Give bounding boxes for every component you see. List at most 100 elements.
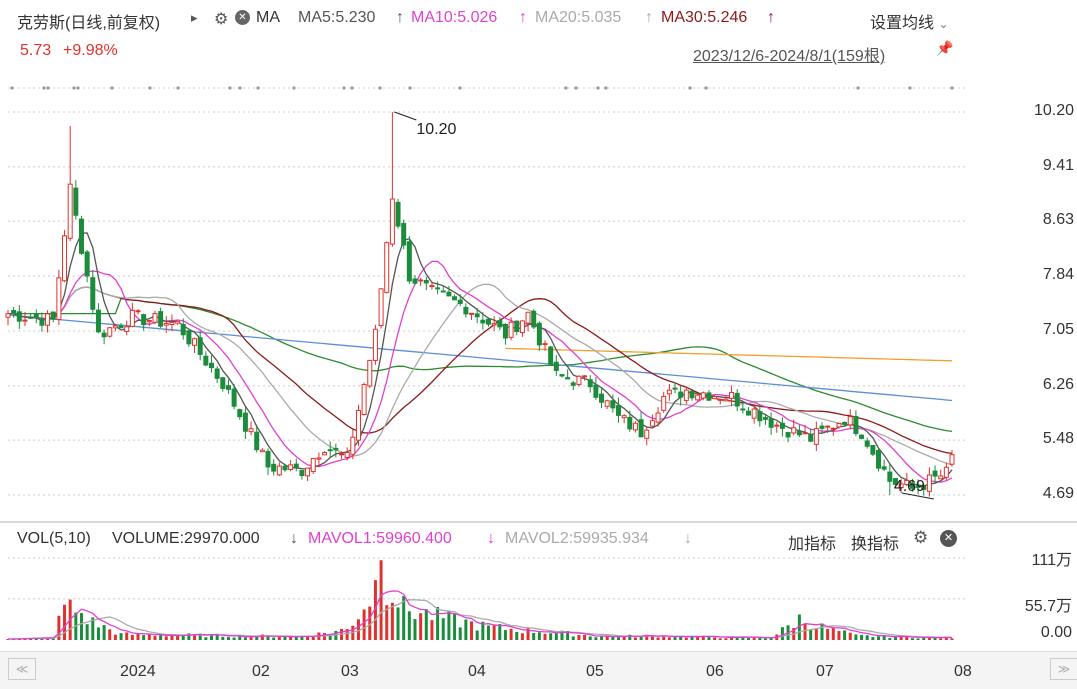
switch-indicator-button[interactable]: 换指标 — [851, 536, 900, 553]
candle[interactable] — [39, 318, 45, 326]
volume-bar[interactable] — [96, 627, 100, 640]
candle[interactable] — [751, 408, 757, 419]
event-marker[interactable] — [342, 86, 346, 90]
volume-bar[interactable] — [492, 625, 496, 640]
gear-icon[interactable]: ⚙ — [214, 11, 229, 28]
volume-bar[interactable] — [413, 619, 417, 640]
volume-bar[interactable] — [588, 636, 592, 640]
candle[interactable] — [463, 306, 469, 315]
candle[interactable] — [757, 411, 763, 422]
volume-bar[interactable] — [356, 619, 360, 640]
candle[interactable] — [310, 458, 316, 472]
volume-bar[interactable] — [780, 627, 784, 640]
volume-bar[interactable] — [933, 637, 937, 640]
candle[interactable] — [237, 409, 243, 418]
date-range-link[interactable]: 2023/12/6-2024/8/1(159根) — [693, 48, 886, 65]
candle[interactable] — [180, 323, 186, 336]
candle[interactable] — [282, 465, 288, 471]
event-marker[interactable] — [42, 86, 46, 90]
candle[interactable] — [536, 322, 542, 346]
volume-bar[interactable] — [164, 636, 168, 640]
candle[interactable] — [429, 285, 435, 288]
candle[interactable] — [898, 483, 904, 489]
event-marker[interactable] — [228, 86, 232, 90]
event-marker[interactable] — [408, 86, 412, 90]
event-marker[interactable] — [110, 86, 114, 90]
volume-bar[interactable] — [289, 636, 293, 640]
event-marker[interactable] — [596, 86, 600, 90]
candle[interactable] — [700, 392, 706, 399]
candle[interactable] — [322, 452, 328, 456]
candle[interactable] — [661, 395, 667, 411]
candle[interactable] — [418, 279, 424, 282]
volume-bar[interactable] — [475, 630, 479, 640]
volume-bar[interactable] — [645, 634, 649, 640]
candle[interactable] — [231, 388, 237, 407]
candle[interactable] — [175, 320, 181, 324]
candle[interactable] — [542, 343, 548, 346]
event-marker[interactable] — [76, 86, 80, 90]
add-indicator-button[interactable]: 加指标 — [788, 536, 837, 553]
candle[interactable] — [859, 434, 865, 439]
volume-bar[interactable] — [752, 637, 756, 640]
volume-bar[interactable] — [622, 635, 626, 640]
volume-bar[interactable] — [526, 627, 530, 640]
candle[interactable] — [446, 291, 452, 297]
candle[interactable] — [627, 416, 633, 430]
volume-bar[interactable] — [916, 638, 920, 640]
candle[interactable] — [384, 242, 390, 293]
volume-bar[interactable] — [560, 630, 564, 640]
candle[interactable] — [723, 398, 729, 402]
volume-bar[interactable] — [441, 618, 445, 640]
event-marker[interactable] — [564, 86, 568, 90]
candle[interactable] — [819, 425, 825, 429]
volume-bar[interactable] — [741, 636, 745, 640]
candle[interactable] — [163, 323, 169, 326]
candle[interactable] — [457, 299, 463, 304]
volume-bar[interactable] — [402, 596, 406, 640]
volume-bar[interactable] — [464, 619, 468, 640]
candle[interactable] — [95, 309, 101, 333]
event-marker[interactable] — [46, 86, 50, 90]
candle[interactable] — [644, 429, 650, 439]
candle[interactable] — [593, 384, 599, 398]
candle[interactable] — [632, 422, 638, 431]
candle[interactable] — [921, 485, 927, 490]
volume-bar[interactable] — [696, 636, 700, 640]
candle[interactable] — [678, 391, 684, 398]
volume-bar[interactable] — [221, 636, 225, 640]
candle[interactable] — [84, 251, 90, 277]
candle[interactable] — [943, 466, 949, 478]
volume-bar[interactable] — [306, 636, 310, 640]
volume-bar[interactable] — [571, 636, 575, 640]
volume-bar[interactable] — [272, 637, 276, 640]
volume-bar[interactable] — [249, 636, 253, 640]
candle[interactable] — [808, 434, 814, 442]
volume-bar[interactable] — [950, 638, 954, 640]
candle[interactable] — [254, 431, 260, 451]
candle[interactable] — [355, 409, 361, 441]
candle[interactable] — [265, 450, 271, 468]
candle[interactable] — [73, 187, 79, 216]
candle[interactable] — [576, 375, 582, 385]
volume-bar[interactable] — [85, 624, 89, 640]
volume-bar[interactable] — [532, 632, 536, 640]
candle[interactable] — [50, 311, 56, 320]
candle[interactable] — [825, 425, 831, 428]
volume-bar[interactable] — [758, 637, 762, 640]
candle[interactable] — [548, 346, 554, 365]
candle[interactable] — [339, 453, 345, 456]
volume-bar[interactable] — [543, 633, 547, 640]
volume-bar[interactable] — [662, 635, 666, 640]
candle[interactable] — [474, 313, 480, 318]
volume-bar[interactable] — [453, 613, 457, 640]
candle[interactable] — [949, 454, 955, 465]
candle[interactable] — [689, 390, 695, 399]
volume-bar[interactable] — [266, 635, 270, 640]
pin-icon[interactable]: 📌 — [936, 40, 954, 56]
candle[interactable] — [514, 320, 520, 333]
volume-bar[interactable] — [396, 607, 400, 640]
candle[interactable] — [621, 415, 627, 419]
volume-bar[interactable] — [419, 613, 423, 640]
event-marker[interactable] — [72, 86, 76, 90]
